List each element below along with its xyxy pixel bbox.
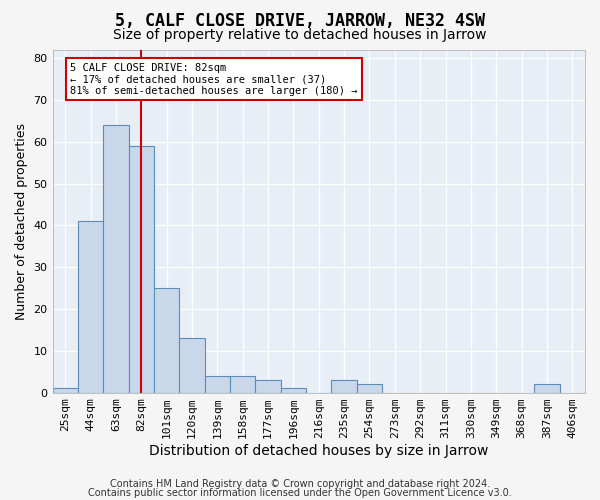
Bar [256, 380, 281, 392]
Text: 5, CALF CLOSE DRIVE, JARROW, NE32 4SW: 5, CALF CLOSE DRIVE, JARROW, NE32 4SW [115, 12, 485, 30]
Text: 5 CALF CLOSE DRIVE: 82sqm
← 17% of detached houses are smaller (37)
81% of semi-: 5 CALF CLOSE DRIVE: 82sqm ← 17% of detac… [70, 62, 358, 96]
Bar [78, 222, 103, 392]
Bar [281, 388, 306, 392]
Bar [154, 288, 179, 393]
Y-axis label: Number of detached properties: Number of detached properties [15, 123, 28, 320]
Text: Contains HM Land Registry data © Crown copyright and database right 2024.: Contains HM Land Registry data © Crown c… [110, 479, 490, 489]
Bar [331, 380, 357, 392]
Bar [128, 146, 154, 392]
Text: Contains public sector information licensed under the Open Government Licence v3: Contains public sector information licen… [88, 488, 512, 498]
Bar [357, 384, 382, 392]
X-axis label: Distribution of detached houses by size in Jarrow: Distribution of detached houses by size … [149, 444, 488, 458]
Bar [534, 384, 560, 392]
Bar [179, 338, 205, 392]
Bar [205, 376, 230, 392]
Text: Size of property relative to detached houses in Jarrow: Size of property relative to detached ho… [113, 28, 487, 42]
Bar [230, 376, 256, 392]
Bar [103, 125, 128, 392]
Bar [53, 388, 78, 392]
